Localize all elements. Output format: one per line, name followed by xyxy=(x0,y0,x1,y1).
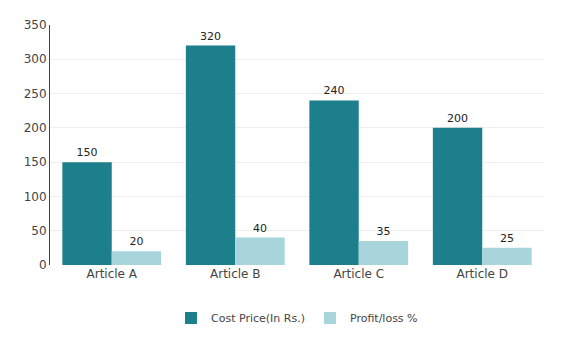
svg-text:Profit/loss %: Profit/loss % xyxy=(350,312,418,325)
svg-text:150: 150 xyxy=(77,146,98,159)
svg-text:50: 50 xyxy=(31,224,46,238)
svg-text:Article B: Article B xyxy=(210,267,261,281)
svg-text:Article C: Article C xyxy=(333,267,384,281)
svg-text:320: 320 xyxy=(200,30,221,43)
svg-text:Article D: Article D xyxy=(456,267,508,281)
svg-text:25: 25 xyxy=(500,232,514,245)
svg-text:250: 250 xyxy=(24,87,47,101)
svg-text:100: 100 xyxy=(24,190,47,204)
svg-text:Article A: Article A xyxy=(86,267,137,281)
svg-text:150: 150 xyxy=(24,155,47,169)
svg-text:Cost Price(In Rs.): Cost Price(In Rs.) xyxy=(211,312,305,325)
svg-text:200: 200 xyxy=(24,121,47,135)
svg-text:20: 20 xyxy=(129,235,143,248)
svg-text:200: 200 xyxy=(447,112,468,125)
svg-text:300: 300 xyxy=(24,52,47,66)
svg-text:350: 350 xyxy=(24,18,47,32)
svg-text:240: 240 xyxy=(324,84,345,97)
svg-text:40: 40 xyxy=(253,222,267,235)
svg-text:0: 0 xyxy=(39,258,47,272)
svg-text:35: 35 xyxy=(376,225,390,238)
